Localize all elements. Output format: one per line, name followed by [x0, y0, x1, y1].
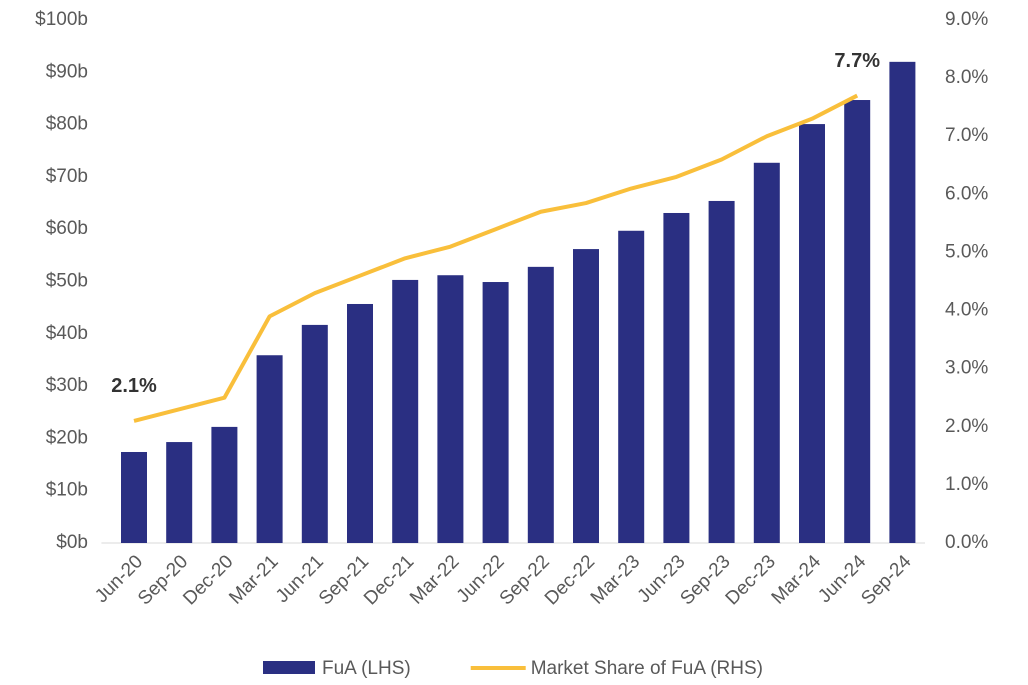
- x-tick-label: Dec-23: [722, 551, 780, 609]
- y-tick-label: $70b: [46, 166, 88, 187]
- legend-label: Market Share of FuA (RHS): [531, 658, 763, 679]
- bar: [437, 275, 464, 543]
- y-tick-label: $60b: [46, 218, 88, 239]
- bar: [844, 100, 871, 544]
- bar: [618, 230, 645, 544]
- bar: [573, 249, 599, 543]
- value-label: 2.1%: [111, 375, 157, 397]
- y2-tick-label: 9.0%: [945, 9, 988, 30]
- x-tick-label: Sep-24: [857, 551, 915, 609]
- y2-tick-label: 0.0%: [945, 532, 988, 553]
- y-tick-label: $50b: [46, 271, 88, 292]
- bar: [392, 279, 419, 543]
- legend-swatch: [263, 661, 315, 674]
- bar: [663, 212, 690, 543]
- y2-tick-label: 1.0%: [945, 474, 988, 495]
- bar: [211, 426, 238, 543]
- x-tick-label: Dec-21: [360, 551, 418, 609]
- y2-tick-label: 3.0%: [945, 358, 988, 379]
- bar: [347, 303, 373, 543]
- x-tick-label: Sep-20: [134, 551, 192, 609]
- bar: [256, 355, 283, 543]
- y-tick-label: $10b: [46, 480, 88, 501]
- line: [133, 93, 859, 423]
- bar: [166, 442, 193, 543]
- x-tick-label: Mar-22: [406, 551, 463, 608]
- y-tick-label: $20b: [46, 427, 88, 448]
- bar: [889, 61, 916, 544]
- bar: [121, 451, 147, 543]
- y2-tick-label: 5.0%: [945, 241, 988, 262]
- y-tick-label: $30b: [46, 375, 88, 396]
- y-tick-label: $0b: [56, 532, 88, 553]
- y-tick-label: $90b: [46, 61, 88, 82]
- bar: [708, 200, 735, 543]
- legend-label: FuA (LHS): [322, 658, 411, 679]
- x-tick-label: Sep-23: [677, 551, 735, 609]
- bar: [482, 282, 509, 543]
- x-tick-label: Sep-21: [315, 551, 373, 609]
- value-label: 7.7%: [834, 50, 880, 72]
- bar: [527, 266, 554, 543]
- y-tick-label: $100b: [35, 9, 88, 30]
- x-tick-label: Mar-21: [225, 551, 282, 608]
- x-tick-label: Dec-20: [179, 551, 237, 609]
- bar: [301, 324, 328, 543]
- y-tick-label: $80b: [46, 114, 88, 135]
- x-tick-label: Sep-22: [496, 551, 554, 609]
- y2-tick-label: 2.0%: [945, 416, 988, 437]
- bar: [753, 162, 780, 544]
- y2-tick-label: 8.0%: [945, 67, 988, 88]
- y-tick-label: $40b: [46, 323, 88, 344]
- y2-tick-label: 6.0%: [945, 183, 988, 204]
- x-tick-label: Mar-24: [768, 551, 826, 609]
- y2-tick-label: 7.0%: [945, 125, 988, 146]
- y2-tick-label: 4.0%: [945, 300, 988, 321]
- x-tick-label: Dec-22: [541, 551, 599, 609]
- x-tick-label: Mar-23: [587, 551, 644, 608]
- bar: [799, 124, 825, 544]
